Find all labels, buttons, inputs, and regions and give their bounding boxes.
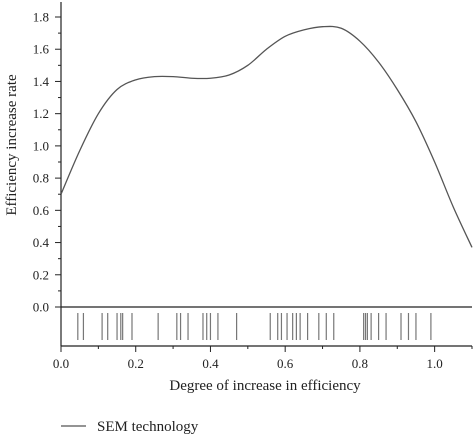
ticks-group: 0.0 0.2 0.4 0.6 0.8 1.0 1.2 1.4 1.6 1.8 0.0 0.2 0.4 0… xyxy=(33,10,473,371)
y-tick-label: 1.0 xyxy=(33,138,49,153)
legend: SEM technology xyxy=(61,419,199,435)
y-tick-label: 0.4 xyxy=(33,235,50,250)
line-group xyxy=(60,25,473,248)
y-tick-label: 1.8 xyxy=(33,10,49,25)
x-tick-label: 0.6 xyxy=(277,356,294,371)
y-axis-title: Efficiency increase rate xyxy=(4,74,20,216)
x-tick-label: 0.0 xyxy=(53,356,69,371)
x-axis-title: Degree of increase in efficiency xyxy=(169,378,361,394)
y-tick-label: 1.6 xyxy=(33,42,50,57)
y-tick-label: 0.0 xyxy=(33,300,49,315)
y-tick-label: 1.4 xyxy=(33,74,50,89)
x-tick-label: 0.4 xyxy=(202,356,219,371)
rug-group xyxy=(77,313,432,340)
x-tick-label: 0.8 xyxy=(352,356,368,371)
legend-label: SEM technology xyxy=(97,419,199,435)
y-tick-label: 0.6 xyxy=(33,203,50,218)
y-tick-label: 0.8 xyxy=(33,171,49,186)
x-tick-label: 0.2 xyxy=(128,356,144,371)
y-tick-label: 0.2 xyxy=(33,267,49,282)
plot-frame xyxy=(60,2,472,347)
y-tick-label: 1.2 xyxy=(33,106,49,121)
x-tick-label: 1.0 xyxy=(427,356,443,371)
series-line-sem-technology xyxy=(60,25,473,248)
